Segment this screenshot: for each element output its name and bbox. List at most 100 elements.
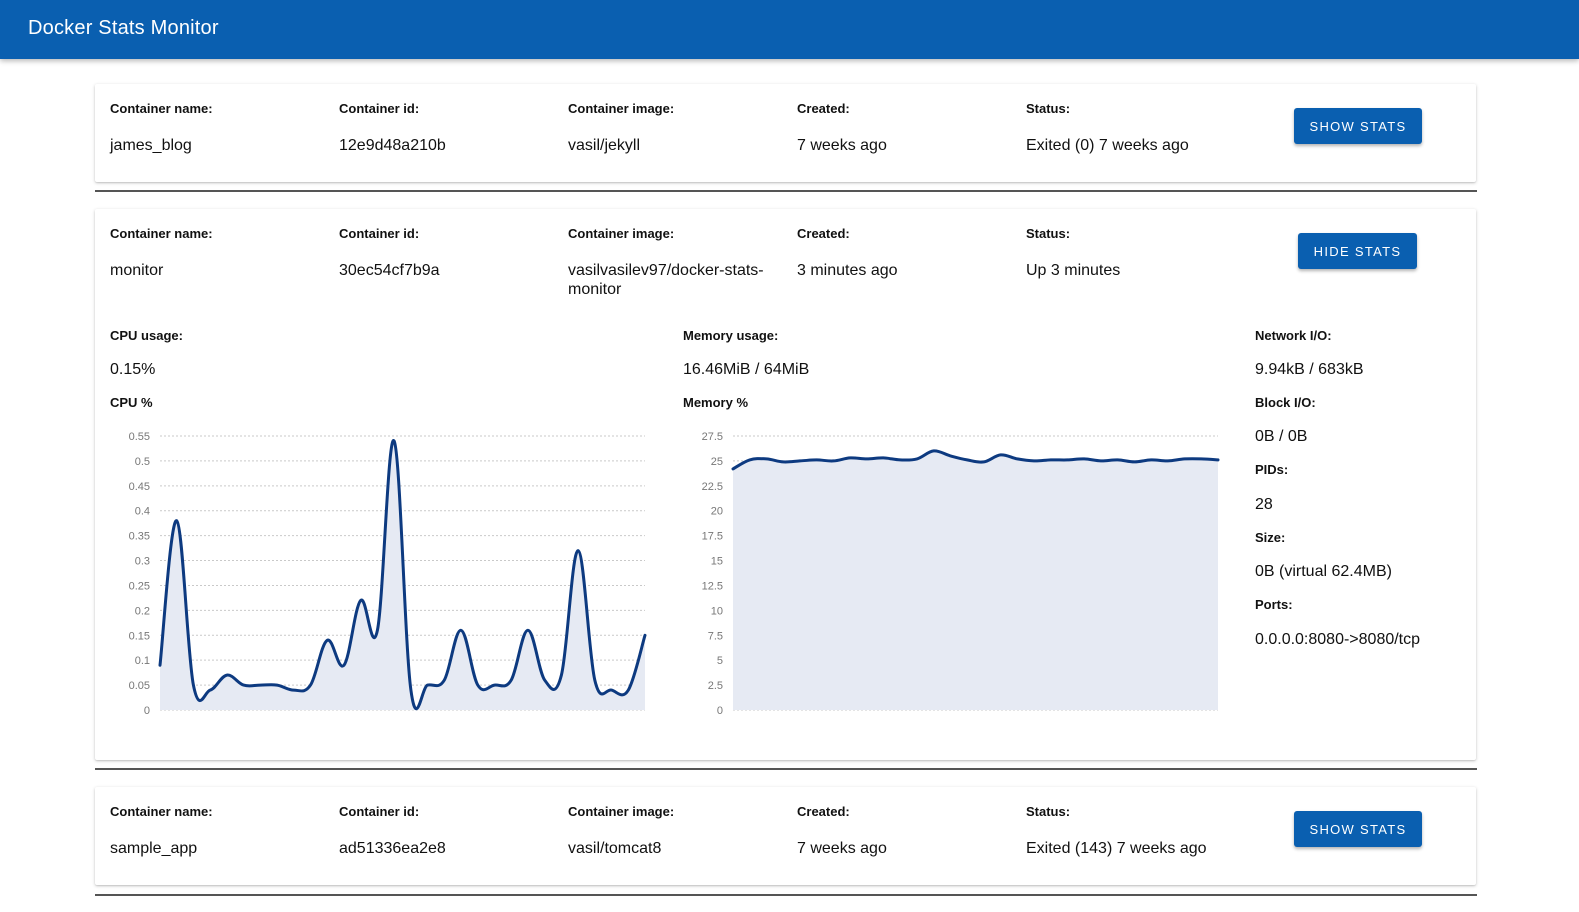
memory-chart-y-tick-label: 15: [711, 556, 723, 568]
cpu-chart-y-tick-label: 0.3: [135, 556, 150, 568]
created-value: 7 weeks ago: [797, 840, 887, 857]
status-field: Status: Up 3 minutes: [1026, 226, 1236, 280]
container-id-value: 30ec54cf7b9a: [339, 262, 440, 279]
cpu-usage-label: CPU usage:: [110, 328, 183, 343]
container-image-label: Container image:: [568, 804, 675, 819]
status-value: Exited (0) 7 weeks ago: [1026, 137, 1189, 154]
app-title: Docker Stats Monitor: [28, 17, 219, 39]
cpu-chart-y-tick-label: 0.2: [135, 605, 150, 617]
container-name-field: Container name: sample_app: [110, 804, 320, 858]
container-name-field: Container name: monitor: [110, 226, 320, 280]
memory-chart-y-tick-label: 20: [711, 506, 723, 518]
created-field: Created: 3 minutes ago: [797, 226, 1007, 280]
memory-chart-y-tick-label: 12.5: [702, 580, 723, 592]
container-card-james-blog: Container name: james_blog Container id:…: [95, 84, 1476, 182]
cpu-chart-series-line: [158, 439, 647, 711]
cpu-chart-y-tick-label: 0.5: [135, 456, 150, 468]
container-name-field: Container name: james_blog: [110, 101, 320, 155]
cpu-chart-y-tick-label: 0.45: [129, 481, 150, 493]
created-field: Created: 7 weeks ago: [797, 804, 1007, 858]
container-id-value: 12e9d48a210b: [339, 137, 446, 154]
memory-chart-y-tick-label: 17.5: [702, 531, 723, 543]
cpu-chart-y-tick-label: 0.05: [129, 680, 150, 692]
container-card-monitor: Container name: monitor Container id: 30…: [95, 209, 1476, 760]
cpu-chart-y-tick-label: 0.15: [129, 630, 150, 642]
memory-chart-title: Memory %: [683, 395, 749, 410]
size-label: Size:: [1255, 530, 1286, 545]
container-name-label: Container name:: [110, 804, 213, 819]
memory-chart: 0 2.5 5 7.5 10 12.5 15 17.5 20 22.5 25 27.5: [702, 431, 1220, 717]
size-value: 0B (virtual 62.4MB): [1255, 563, 1392, 580]
container-name-value: monitor: [110, 262, 164, 279]
container-image-label: Container image:: [568, 226, 675, 241]
memory-chart-area-fill: [733, 450, 1218, 710]
show-stats-button[interactable]: SHOW STATS: [1294, 811, 1422, 847]
show-stats-button[interactable]: SHOW STATS: [1294, 108, 1422, 144]
status-field: Status: Exited (143) 7 weeks ago: [1026, 804, 1266, 858]
pids-value: 28: [1255, 496, 1273, 513]
created-value: 3 minutes ago: [797, 262, 898, 279]
cpu-chart-title: CPU %: [110, 395, 153, 410]
block-io-value: 0B / 0B: [1255, 428, 1308, 445]
container-image-value: vasil/jekyll: [568, 137, 641, 154]
cpu-chart-y-tick-label: 0.35: [129, 531, 150, 543]
container-name-label: Container name:: [110, 101, 213, 116]
created-field: Created: 7 weeks ago: [797, 101, 1007, 155]
created-label: Created:: [797, 804, 850, 819]
cpu-chart-y-tick-label: 0.55: [129, 431, 150, 443]
container-id-field: Container id: 30ec54cf7b9a: [339, 226, 549, 280]
app-bar: Docker Stats Monitor: [0, 0, 1579, 59]
cpu-chart: 0 0.05 0.1 0.15 0.2 0.25 0.3 0.35 0.4 0.45 0.5 0.55: [129, 431, 647, 717]
memory-chart-y-tick-label: 27.5: [702, 431, 723, 443]
container-image-field: Container image: vasil/tomcat8: [568, 804, 778, 858]
status-label: Status:: [1026, 804, 1071, 819]
network-io-value: 9.94kB / 683kB: [1255, 361, 1364, 378]
memory-usage-label: Memory usage:: [683, 328, 779, 343]
container-id-label: Container id:: [339, 101, 420, 116]
divider: [95, 190, 1477, 192]
divider: [95, 768, 1477, 770]
memory-chart-y-tick-label: 7.5: [708, 630, 723, 642]
cpu-chart-y-tick-label: 0: [144, 705, 150, 717]
container-id-field: Container id: ad51336ea2e8: [339, 804, 549, 858]
status-value: Exited (143) 7 weeks ago: [1026, 840, 1207, 857]
memory-chart-y-tick-label: 5: [717, 655, 723, 667]
cpu-usage-value: 0.15%: [110, 361, 156, 378]
created-label: Created:: [797, 226, 850, 241]
container-card-sample-app: Container name: sample_app Container id:…: [95, 787, 1476, 885]
memory-chart-y-tick-label: 22.5: [702, 481, 723, 493]
memory-usage-value: 16.46MiB / 64MiB: [683, 361, 810, 378]
container-image-field: Container image: vasil/jekyll: [568, 101, 778, 155]
status-field: Status: Exited (0) 7 weeks ago: [1026, 101, 1266, 155]
container-name-value: sample_app: [110, 840, 198, 857]
status-value: Up 3 minutes: [1026, 262, 1121, 279]
memory-chart-y-tick-label: 25: [711, 456, 723, 468]
container-id-label: Container id:: [339, 226, 420, 241]
container-image-field: Container image: vasilvasilev97/docker-s…: [568, 226, 773, 299]
cpu-chart-y-tick-label: 0.25: [129, 580, 150, 592]
memory-chart-series-line: [731, 449, 1220, 471]
container-name-label: Container name:: [110, 226, 213, 241]
memory-chart-y-tick-label: 10: [711, 605, 723, 617]
divider: [95, 894, 1477, 896]
pids-label: PIDs:: [1255, 462, 1289, 477]
block-io-label: Block I/O:: [1255, 395, 1316, 410]
cpu-chart-y-tick-label: 0.1: [135, 655, 150, 667]
memory-chart-y-tick-label: 0: [717, 705, 723, 717]
container-name-value: james_blog: [110, 137, 192, 154]
cpu-chart-y-tick-label: 0.4: [135, 506, 150, 518]
container-image-label: Container image:: [568, 101, 675, 116]
memory-chart-y-tick-label: 2.5: [708, 680, 723, 692]
status-label: Status:: [1026, 226, 1071, 241]
container-id-value: ad51336ea2e8: [339, 840, 446, 857]
container-id-field: Container id: 12e9d48a210b: [339, 101, 549, 155]
container-image-value: vasil/tomcat8: [568, 840, 662, 857]
ports-value: 0.0.0.0:8080->8080/tcp: [1255, 631, 1421, 648]
ports-label: Ports:: [1255, 597, 1293, 612]
container-image-value: vasilvasilev97/docker-stats-monitor: [568, 262, 764, 298]
container-id-label: Container id:: [339, 804, 420, 819]
hide-stats-button[interactable]: HIDE STATS: [1298, 233, 1417, 269]
network-io-label: Network I/O:: [1255, 328, 1332, 343]
status-label: Status:: [1026, 101, 1071, 116]
created-value: 7 weeks ago: [797, 137, 887, 154]
